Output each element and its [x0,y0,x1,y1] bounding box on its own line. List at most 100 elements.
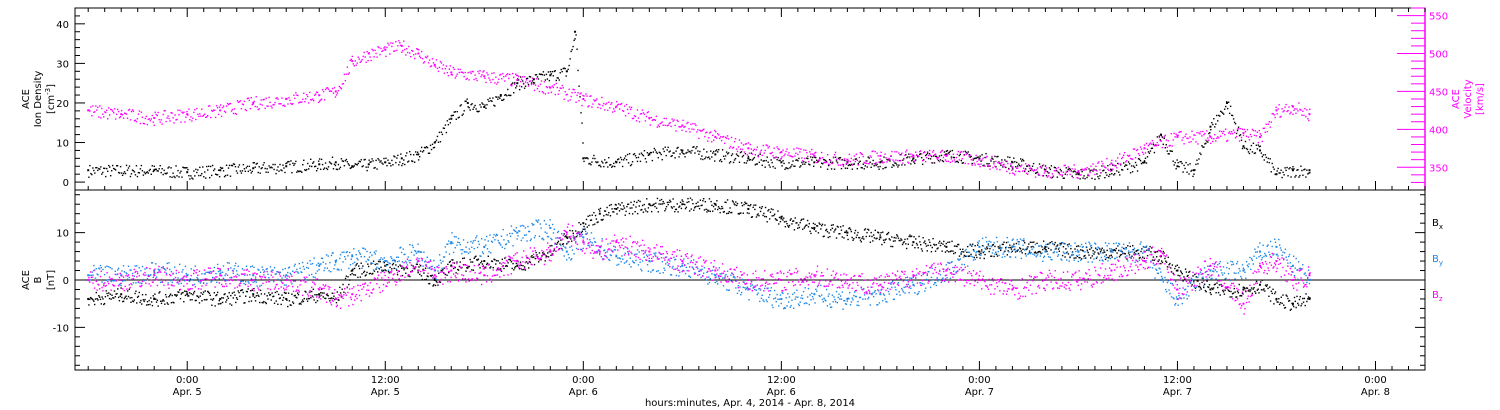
density-point-value [1291,169,1294,172]
density-point [414,151,417,153]
bx-point [564,235,566,238]
density-point [592,157,594,160]
density-point [181,176,183,178]
velocity-point [559,87,561,89]
density-point [1226,107,1229,110]
bx-point [642,211,645,213]
bx-point [320,288,323,290]
velocity-point-value [384,48,387,51]
velocity-point [342,82,345,85]
density-point [958,154,961,157]
bx-point [145,304,148,306]
velocity-point [1121,156,1124,159]
bx-point [545,255,547,257]
bx-point [151,304,154,307]
velocity-point [388,44,390,46]
velocity-point [1079,174,1081,176]
bx-point [751,216,754,218]
density-point [689,150,691,153]
by-point [118,283,121,286]
density-point [156,170,158,172]
bx-point [1037,251,1039,253]
velocity-point [702,129,704,131]
velocity-point [622,110,625,112]
density-point [254,166,256,168]
bx-point [641,204,644,207]
by-point [523,234,526,236]
velocity-point [1261,140,1264,143]
velocity-point [828,164,831,166]
velocity-point [1230,130,1233,133]
bx-point [936,248,938,250]
by-point [216,281,218,283]
velocity-point [974,164,976,166]
velocity-point [542,92,545,94]
density-point [283,167,285,169]
density-point [1047,172,1050,174]
density-point [1167,153,1169,155]
bx-point [1060,243,1062,245]
bx-point [234,294,236,296]
by-point [377,267,380,270]
velocity-point [838,158,841,161]
bx-point [629,207,631,209]
by-point [224,274,226,277]
bx-point [288,300,291,302]
velocity-point [802,160,804,162]
density-point [947,152,950,154]
velocity-point [510,84,512,86]
by-point [199,282,201,284]
density-point [559,72,561,74]
velocity-point [1037,173,1040,175]
bx-point [1002,243,1004,246]
bx-point [1153,259,1155,262]
by-point [249,266,252,268]
by-point [426,256,428,258]
velocity-point-value [615,105,618,108]
velocity-point [316,91,319,94]
density-point [1113,174,1115,176]
velocity-point [619,103,622,106]
velocity-point [1078,171,1080,174]
bx-point [289,304,291,306]
velocity-point [216,106,219,109]
density-point [1128,163,1131,165]
velocity-point [1128,154,1131,157]
bx-point [255,295,258,297]
velocity-point [864,162,866,164]
by-point [411,244,414,247]
velocity-point [807,155,809,158]
velocity-point [1236,128,1239,130]
bx-point [788,224,791,227]
bx-point [244,295,247,297]
by-point [174,279,177,281]
density-point [546,78,549,80]
bx-point [1273,292,1276,295]
density-point [440,131,443,133]
by-point [150,262,153,264]
velocity-point [638,121,641,123]
density-point [1129,172,1132,174]
bx-point [1163,252,1165,254]
b-tick-label: 10 [56,229,69,240]
density-point [638,153,641,155]
density-point [481,102,483,104]
density-point-value [813,161,816,164]
velocity-point [637,117,640,119]
bx-point [830,229,832,231]
bx-point [599,207,602,210]
density-point [376,168,378,170]
bx-point-value [846,231,849,234]
bx-point [486,262,489,265]
bx-point [1127,245,1129,247]
velocity-point [1020,164,1023,166]
bx-point [768,208,770,211]
density-point [1249,148,1252,151]
density-point [570,50,572,53]
bx-point [777,210,779,212]
velocity-point [478,72,480,75]
bx-point [1194,287,1197,289]
bx-point [761,205,763,208]
by-point [272,269,274,271]
by-point [410,259,412,262]
